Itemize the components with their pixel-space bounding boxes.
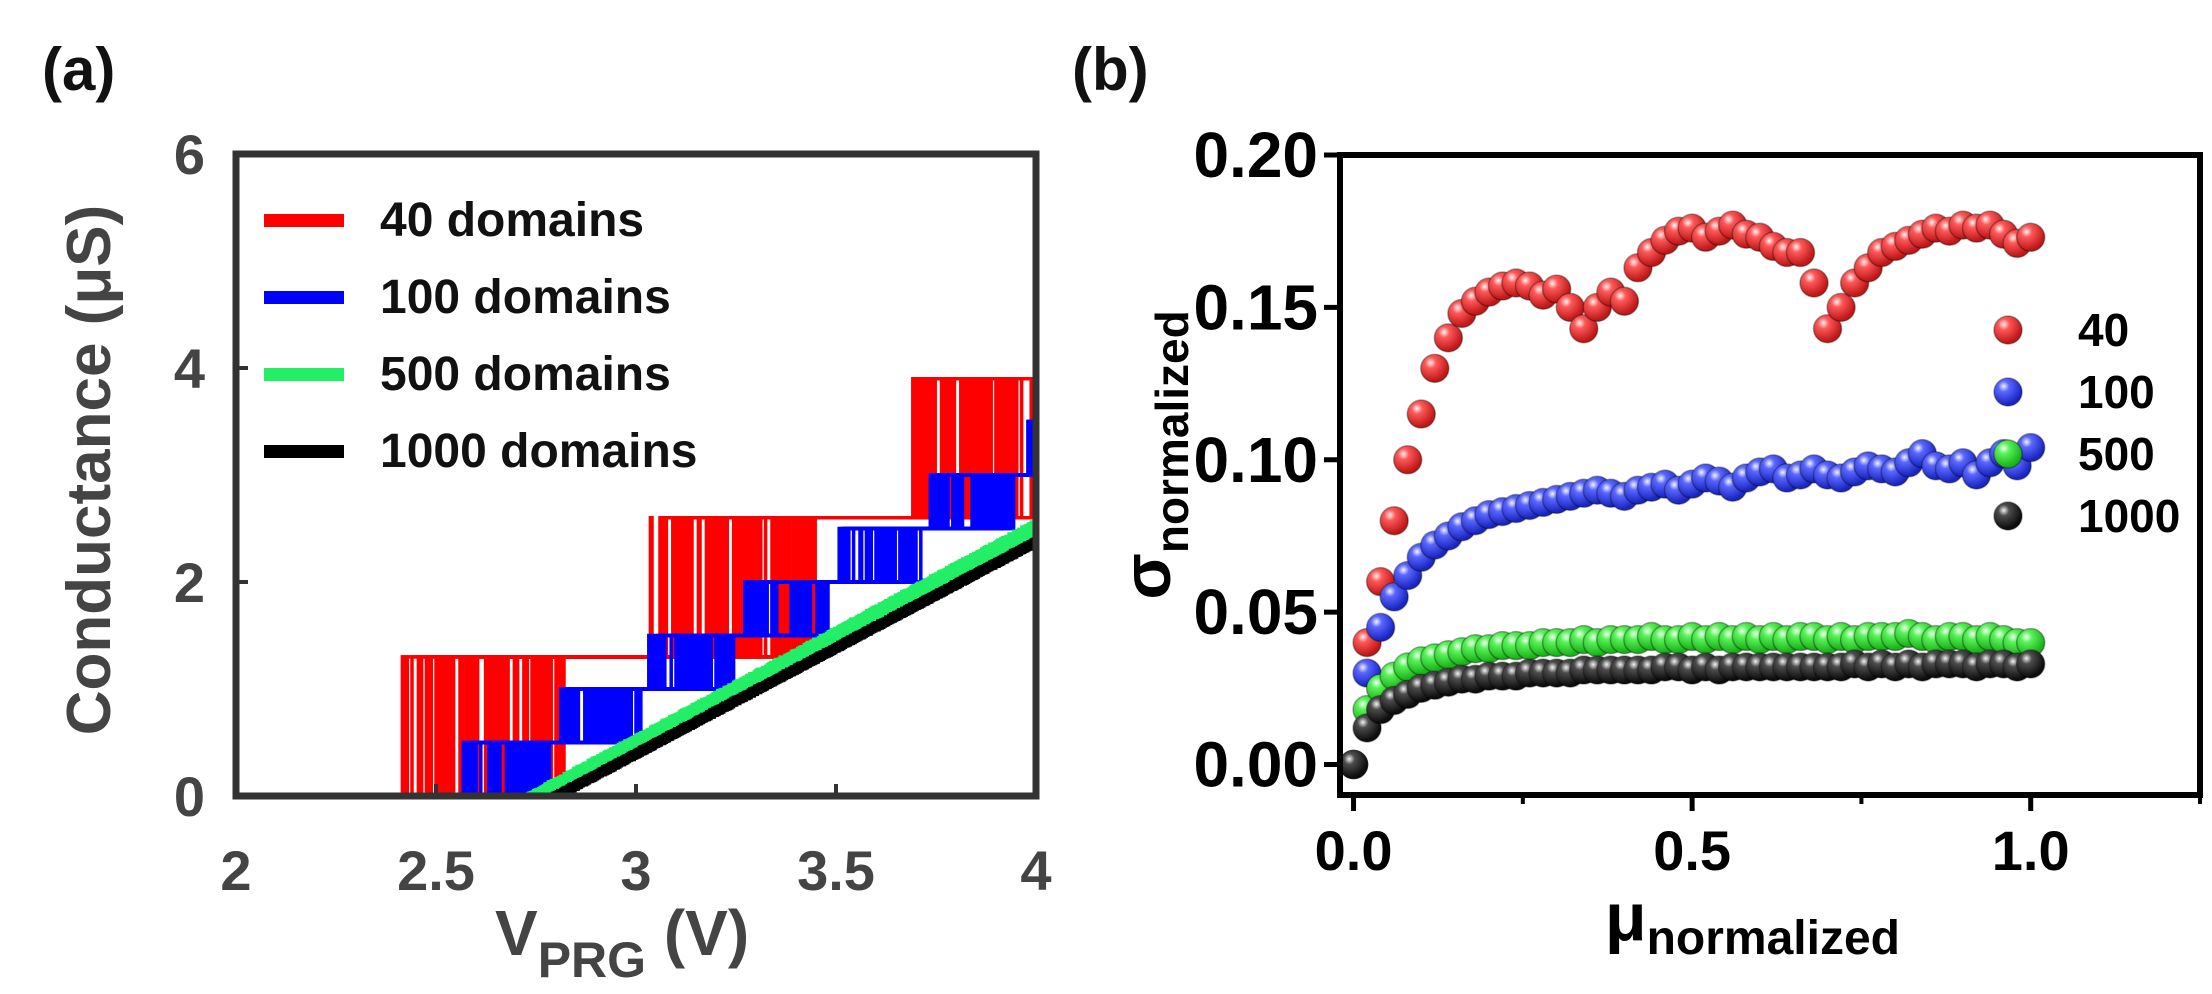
panel-a-legend: 40 domains 100 domains 500 domains 1000 dom… <box>264 194 697 478</box>
panel-b-axes-frame <box>1337 152 2203 798</box>
data-point <box>1812 313 1843 344</box>
trace <box>236 545 1036 796</box>
x-tick-label: 4 <box>1020 839 1051 902</box>
data-point <box>1365 612 1396 643</box>
panel-b-label: (b) <box>1072 36 1149 103</box>
data-point <box>1420 353 1450 384</box>
series-40 <box>1340 210 2046 780</box>
y-tick-label: 6 <box>174 123 205 186</box>
x-tick-label: 0.0 <box>1315 819 1393 882</box>
trace <box>236 419 1036 796</box>
data-point <box>1609 286 1640 317</box>
x-tick-label: 0.5 <box>1653 819 1731 882</box>
series-40-domains <box>236 376 1036 796</box>
y-tick-label: 0.05 <box>1193 576 1318 648</box>
legend-label: 40 domains <box>380 194 644 247</box>
data-point <box>2015 222 2046 253</box>
x-tick-label: 3 <box>620 839 651 902</box>
trace <box>236 540 1036 796</box>
legend-marker <box>1993 439 2023 469</box>
trace <box>236 530 1036 796</box>
legend-swatch <box>264 214 344 227</box>
data-point <box>1433 323 1464 353</box>
trace <box>236 523 1036 796</box>
data-point <box>1569 313 1599 344</box>
x-tick-label: 3.5 <box>797 839 875 902</box>
data-point <box>2015 649 2046 679</box>
panel-a-label: (a) <box>42 36 115 103</box>
data-point <box>1406 399 1437 429</box>
legend-label: 40 <box>2078 304 2129 356</box>
series-500 <box>1340 618 2046 780</box>
legend-label: 1000 <box>2078 490 2180 542</box>
data-point <box>1826 292 1856 323</box>
y-tick-label: 0.20 <box>1193 119 1318 191</box>
data-point <box>2015 432 2046 463</box>
panel-b-xlabel-main: μ <box>1605 879 1647 955</box>
y-tick-label: 0.10 <box>1193 424 1318 496</box>
legend-swatch <box>264 445 344 458</box>
y-tick-label: 2 <box>174 551 205 614</box>
panel-b-xlabel-sub: normalized <box>1647 912 1900 965</box>
x-tick-label: 2 <box>220 839 251 902</box>
panel-a-xlabel-unit: (V) <box>646 897 749 969</box>
y-tick-label: 0 <box>174 765 205 828</box>
y-tick-label: 4 <box>174 337 205 400</box>
legend-label: 500 domains <box>380 348 671 401</box>
panel-b-ylabel: σnormalized <box>1109 310 1198 599</box>
panel-a-xlabel: VPRG (V) <box>495 897 749 988</box>
y-tick-label: 0.00 <box>1193 729 1318 801</box>
x-tick-label: 1.0 <box>1992 819 2070 882</box>
series-1000-domains <box>236 537 1036 796</box>
data-point <box>1785 237 1816 268</box>
legend-label: 1000 domains <box>380 425 697 478</box>
data-point <box>1340 749 1369 780</box>
panel-b-plot: 0.0 0.5 1.0 0.00 0.05 0.10 0.15 0.20 40 100 500 10… <box>1193 119 2203 882</box>
data-point <box>1392 445 1423 475</box>
legend-swatch <box>264 291 344 304</box>
panel-a-ylabel: Conductance (μS) <box>55 205 124 736</box>
series-100-domains <box>236 419 1036 796</box>
data-point <box>1555 292 1585 323</box>
y-tick-label: 0.15 <box>1193 271 1318 343</box>
legend-marker <box>1993 315 2023 345</box>
data-point <box>1799 268 1829 298</box>
legend-swatch <box>264 368 344 381</box>
series-100 <box>1340 432 2046 780</box>
data-point <box>2015 627 2046 658</box>
legend-label: 100 <box>2078 366 2155 418</box>
trace <box>236 516 1035 796</box>
data-point <box>1379 505 1409 536</box>
legend-label: 500 <box>2078 428 2155 480</box>
panel-b-legend: 40 100 500 1000 <box>1993 304 2180 542</box>
data-point <box>1379 582 1409 612</box>
x-tick-label: 2.5 <box>397 839 475 902</box>
panel-b-xlabel: μnormalized <box>1605 879 1900 965</box>
panel-b-ylabel-main: σ <box>1109 553 1185 600</box>
legend-marker <box>1993 377 2023 407</box>
panel-a-xlabel-main: V <box>495 897 538 969</box>
series-1000 <box>1340 649 2046 780</box>
panel-a-xlabel-sub: PRG <box>538 932 646 988</box>
legend-marker <box>1993 501 2023 531</box>
legend-label: 100 domains <box>380 271 671 324</box>
panel-b-ylabel-sub: normalized <box>1146 310 1198 553</box>
